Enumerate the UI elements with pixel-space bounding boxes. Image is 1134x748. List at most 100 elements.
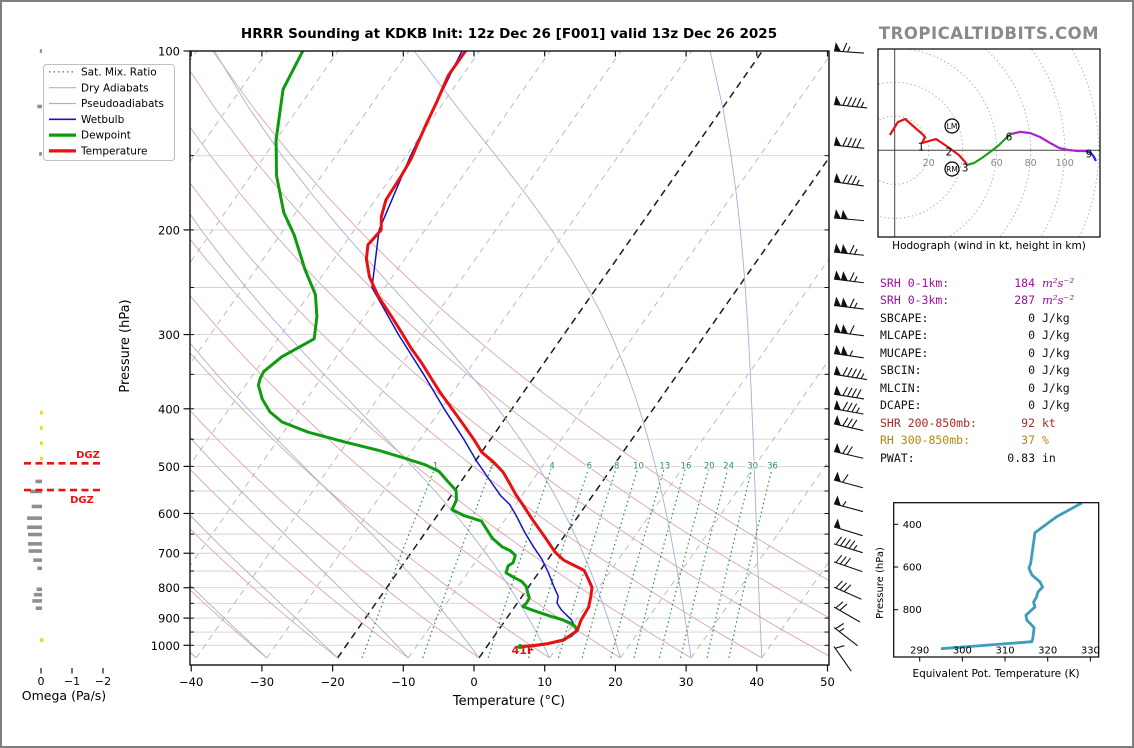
isotherm-line <box>266 51 693 659</box>
mixing-ratio-line <box>528 466 590 659</box>
wind-barb-half <box>849 350 854 357</box>
omega-bar-down <box>35 479 42 484</box>
thetae-y-tick-label: 600 <box>903 562 922 573</box>
grid-clip-group <box>190 51 829 659</box>
wind-barb-full <box>842 367 848 376</box>
wind-barb-staff <box>833 217 864 222</box>
stat-unit: m²s⁻² <box>1042 276 1075 290</box>
hodo-trace-6-9km <box>1010 130 1086 153</box>
wind-barb <box>833 495 864 513</box>
wind-barb-half <box>853 248 858 255</box>
x-tick-label: 40 <box>749 675 764 689</box>
mixing-ratio-line <box>658 466 710 659</box>
storm-motion-marker <box>944 161 960 177</box>
legend-item-label: Sat. Mix. Ratio <box>81 67 157 79</box>
thetae-curve <box>940 502 1083 651</box>
legend-item-label: Dewpoint <box>81 130 131 142</box>
x-tick-label: −20 <box>320 675 344 689</box>
wind-barb-full <box>847 96 853 107</box>
x-tick-label: −30 <box>250 675 274 689</box>
wind-barb <box>833 400 864 415</box>
wind-barb-full <box>856 138 862 148</box>
mixing-ratio-label: 30 <box>747 462 758 472</box>
dewpoint-curve <box>256 51 579 649</box>
wind-barb-staff <box>833 331 864 337</box>
hodo-clip-group: 20 60 80 100 1 23 6 9 LM RM <box>878 49 1100 237</box>
wind-barb-full <box>856 97 862 108</box>
wind-barb <box>833 136 865 149</box>
x-tick-label: 20 <box>608 675 623 689</box>
stat-row: SBCIN: 0 J/kg <box>880 362 1094 379</box>
skewt-axes-frame: −40 −30 −20 −10 0 10 20 30 40 50 100 200 300 400 500 60… <box>151 45 835 690</box>
wind-barb-full <box>849 298 855 308</box>
dgz-label-upper: DGZ <box>76 450 100 461</box>
omega-bar-up <box>40 638 44 642</box>
omega-bar-down <box>37 566 42 571</box>
thetae-panel: 290 300 310 320 330 400 600 800 <box>893 502 1100 662</box>
thetae-clip-group <box>940 502 1083 651</box>
y-tick-label: 200 <box>158 223 180 237</box>
wind-barb-full <box>851 97 857 107</box>
wind-barb-full <box>844 539 851 548</box>
wind-barb-pennant <box>834 323 841 333</box>
y-tick-label: 600 <box>158 507 180 521</box>
stat-unit: in <box>1042 450 1056 465</box>
isotherm-line <box>190 51 339 264</box>
y-tick-label: 100 <box>158 45 180 59</box>
wind-barb-staff <box>833 606 861 623</box>
mixing-ratio-line <box>557 466 618 659</box>
wind-barb <box>833 344 864 359</box>
stat-row: SBCAPE: 0 J/kg <box>880 310 1094 327</box>
isotherm-line <box>620 359 829 659</box>
y-tick-label: 700 <box>158 547 180 561</box>
storm-motion-label: LM <box>947 122 958 131</box>
wind-barb-full <box>842 401 849 411</box>
wind-barb-pennant <box>834 243 841 253</box>
wind-barb-full <box>842 42 848 52</box>
wind-barb-full <box>844 557 851 566</box>
mixing-ratio-label: 36 <box>767 462 778 472</box>
wind-barb-staff <box>833 561 863 573</box>
stat-value: 0.83 <box>1007 450 1035 465</box>
pseudoadiabat-line <box>413 51 692 658</box>
thetae-y-tick-label: 800 <box>903 605 922 616</box>
wind-barb-full <box>842 386 848 396</box>
wind-barb-full <box>849 272 855 282</box>
hodo-trace-3-6km <box>966 133 1012 166</box>
wind-barb-full <box>846 402 853 412</box>
dry-adiabat-line <box>190 182 763 659</box>
wind-barb-full <box>842 137 848 147</box>
wind-barb-half <box>847 46 851 53</box>
wind-barb <box>833 536 863 554</box>
wind-barb-full <box>856 389 862 399</box>
mixing-ratio-line <box>706 466 754 659</box>
omega-tick-label: 0 <box>38 675 45 688</box>
wind-barb <box>833 580 862 600</box>
stat-unit: kt <box>1042 415 1056 430</box>
storm-motion-label: RM <box>946 165 958 174</box>
stat-label: SBCIN: <box>880 363 922 378</box>
x-axis-title: Temperature (°C) <box>452 694 565 709</box>
omega-bar-down <box>31 504 42 509</box>
wind-barb <box>833 645 852 672</box>
hodo-ring-label: 20 <box>923 158 935 169</box>
dry-adiabat-line <box>190 468 409 659</box>
wind-barb-half <box>853 544 858 551</box>
hodo-ring-label: 60 <box>991 158 1003 169</box>
omega-bar-up <box>40 410 43 415</box>
surface-point-dot <box>517 643 523 650</box>
wind-barb-half <box>838 627 845 632</box>
stat-label: MUCAPE: <box>880 345 929 360</box>
plot-frame <box>189 50 830 666</box>
wind-barb <box>833 270 864 284</box>
wind-barb-pennant <box>834 400 841 411</box>
isotherm-line <box>407 56 829 659</box>
wind-barb-half <box>856 179 860 186</box>
stat-value: 287 <box>1014 293 1035 308</box>
stat-row: PWAT: 0.83 in <box>880 450 1094 467</box>
stat-value: 0 <box>1028 328 1035 343</box>
isotherm-line <box>190 51 410 365</box>
isotherm-line <box>690 460 829 659</box>
hodo-trace-0-3km <box>888 117 968 166</box>
omega-bar-down <box>27 542 42 546</box>
